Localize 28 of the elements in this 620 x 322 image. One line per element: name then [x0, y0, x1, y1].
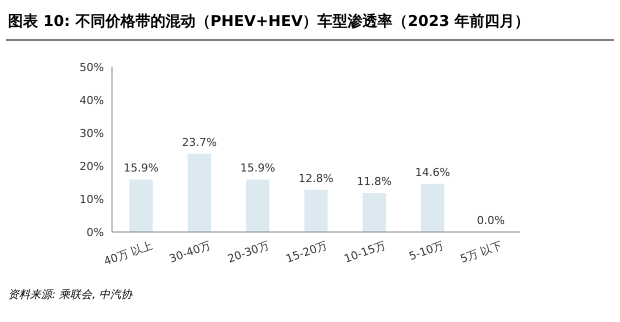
- y-tick-label: 10%: [80, 193, 104, 206]
- text: 资料来源: 乘联会, 中汽协: [8, 288, 134, 301]
- chart-title: 图表 10: 不同价格带的混动（PHEV+HEV）车型渗透率（2023 年前四月）: [8, 12, 530, 30]
- data-label: 23.7%: [182, 136, 217, 149]
- x-tick-label: 10-15万: [342, 238, 388, 266]
- x-tick-label: 15-20万: [284, 238, 330, 266]
- bar: [362, 193, 386, 232]
- y-tick-label: 30%: [80, 127, 104, 140]
- bar: [304, 190, 328, 232]
- y-tick-label: 0%: [86, 226, 104, 239]
- x-tick-label: 40万 以上: [102, 238, 154, 268]
- bar: [420, 184, 444, 232]
- data-label: 15.9%: [240, 162, 276, 175]
- data-label: 11.8%: [356, 175, 392, 188]
- data-label: 12.8%: [298, 172, 334, 185]
- y-tick-label: 40%: [80, 94, 104, 107]
- x-tick-label: 20-30万: [226, 238, 271, 266]
- bar: [129, 180, 153, 232]
- bar: [246, 180, 270, 232]
- data-label: 0.0%: [476, 214, 505, 227]
- data-label: 15.9%: [124, 162, 159, 175]
- data-label: 14.6%: [415, 166, 450, 179]
- y-tick-label: 20%: [80, 160, 104, 173]
- y-tick-label: 50%: [80, 61, 104, 74]
- x-tick-label: 30-40万: [168, 238, 212, 266]
- bar: [188, 154, 212, 232]
- x-tick-label: 5万 以下: [458, 238, 504, 266]
- x-tick-label: 5-10万: [407, 238, 446, 264]
